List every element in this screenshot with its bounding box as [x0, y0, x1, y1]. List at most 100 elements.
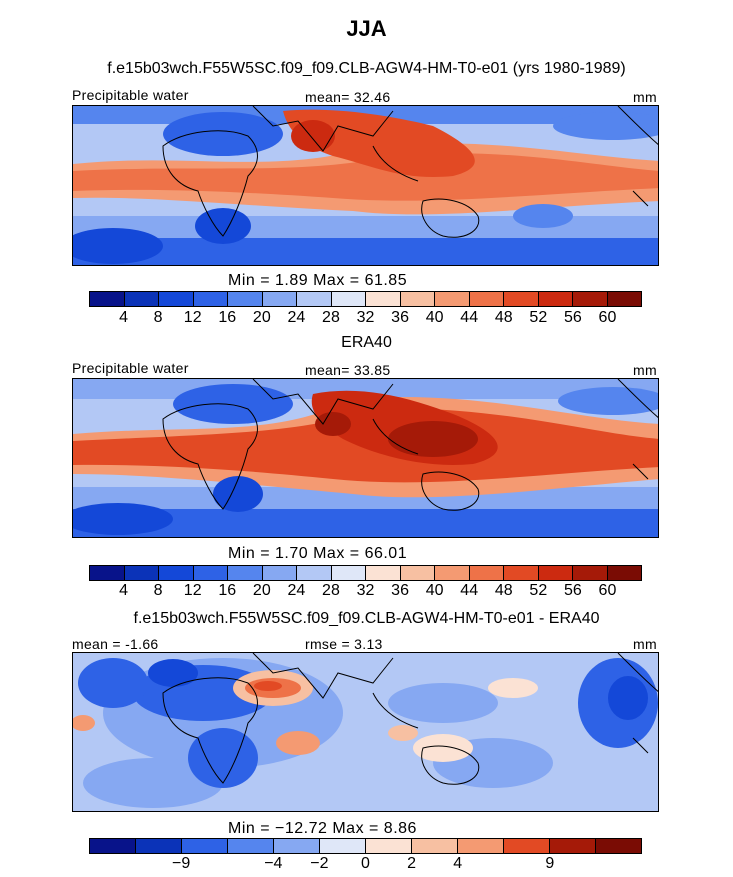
colorbar-swatch — [159, 292, 194, 306]
panel-1-variable-label: Precipitable water — [72, 87, 189, 103]
colorbar-tick-label: 36 — [391, 309, 409, 326]
colorbar-tick-label: 20 — [252, 309, 271, 326]
panel-2-australia-coastline — [372, 418, 480, 511]
panel-1-asia-coastline — [252, 106, 394, 152]
colorbar-tick-label: 52 — [529, 582, 548, 599]
panel-3-title: f.e15b03wch.F55W5SC.f09_f09.CLB-AGW4-HM-… — [133, 610, 600, 627]
colorbar-tick-label: 56 — [563, 309, 582, 326]
panel-3-units-label: mm — [633, 636, 657, 652]
colorbar-tick-label: 16 — [218, 582, 237, 599]
colorbar-swatch — [366, 566, 401, 580]
panel-3-colorbar — [89, 838, 642, 854]
panel-1-southern-africa-minimum — [195, 208, 251, 244]
panel-3-minmax: Min = −12.72 Max = 8.86 — [228, 820, 417, 837]
colorbar-swatch — [573, 566, 608, 580]
colorbar-swatch — [504, 566, 539, 580]
panel-2-variable-label: Precipitable water — [72, 360, 189, 376]
panel-2-southern-africa-minimum — [213, 476, 263, 512]
colorbar-swatch — [435, 292, 470, 306]
colorbar-swatch — [504, 292, 539, 306]
colorbar-swatch — [607, 566, 641, 580]
colorbar-swatch — [412, 839, 458, 853]
panel-3-rmse-label: rmse = 3.13 — [305, 636, 383, 652]
panel-3-australia-coastline — [372, 692, 480, 785]
panel-2-warm-pool-maximum — [388, 421, 478, 457]
colorbar-swatch — [274, 839, 320, 853]
colorbar-swatch — [538, 292, 573, 306]
colorbar-tick-label: 24 — [287, 582, 306, 599]
panel-2-map — [72, 378, 659, 538]
colorbar-tick-label: 2 — [407, 855, 417, 872]
panel-1-units-label: mm — [633, 89, 657, 105]
panel-3-africa-coastline — [162, 677, 258, 784]
colorbar-swatch — [320, 839, 366, 853]
colorbar-swatch — [596, 839, 641, 853]
colorbar-swatch — [228, 839, 274, 853]
colorbar-swatch — [136, 839, 182, 853]
panel-1-americas-coastline — [617, 106, 658, 207]
colorbar-swatch — [182, 839, 228, 853]
colorbar-swatch — [366, 292, 401, 306]
colorbar-swatch — [297, 292, 332, 306]
colorbar-tick-label: −4 — [264, 855, 283, 872]
colorbar-tick-label: 60 — [598, 309, 617, 326]
colorbar-tick-label: 40 — [425, 582, 444, 599]
colorbar-swatch — [262, 566, 297, 580]
panel-2-units-label: mm — [633, 362, 657, 378]
colorbar-swatch — [573, 292, 608, 306]
colorbar-tick-label: 44 — [460, 309, 479, 326]
panel-2-colorbar — [89, 565, 642, 581]
panel-2-americas-coastline — [617, 379, 658, 480]
colorbar-swatch — [90, 839, 136, 853]
colorbar-tick-label: 8 — [153, 582, 163, 599]
panel-3-asia-coastline — [252, 653, 394, 699]
colorbar-tick-label: 56 — [563, 582, 582, 599]
panel-3-arabia-positive-bias — [254, 681, 282, 691]
colorbar-tick-label: 24 — [287, 309, 306, 326]
colorbar-tick-label: 28 — [322, 309, 340, 326]
panel-2-title: ERA40 — [341, 334, 392, 351]
colorbar-swatch — [366, 839, 412, 853]
panel-2-mean-label: mean= 33.85 — [305, 362, 391, 378]
colorbar-tick-label: −2 — [310, 855, 329, 872]
colorbar-swatch — [607, 292, 641, 306]
colorbar-tick-label: 60 — [598, 582, 617, 599]
colorbar-tick-label: 12 — [183, 582, 202, 599]
panel-3-map — [72, 652, 659, 812]
colorbar-swatch — [228, 566, 263, 580]
panel-1-map — [72, 105, 659, 266]
panel-2-asia-coastline — [252, 379, 394, 425]
colorbar-swatch — [90, 292, 125, 306]
colorbar-tick-label: 40 — [425, 309, 444, 326]
colorbar-tick-label: 28 — [322, 582, 340, 599]
panel-1-minmax: Min = 1.89 Max = 61.85 — [228, 272, 408, 289]
panel-1-south-asia-maximum — [291, 120, 335, 152]
colorbar-swatch — [458, 839, 504, 853]
colorbar-swatch — [331, 292, 366, 306]
panel-1-colorbar-ticks: 4 8 12 16 20 24 28 32 36 40 44 48 52 56 60 — [89, 309, 642, 329]
panel-2-colorbar-ticks: 4 8 12 16 20 24 28 32 36 40 44 48 52 56 60 — [89, 582, 642, 602]
colorbar-tick-label: 0 — [361, 855, 370, 872]
colorbar-swatch — [297, 566, 332, 580]
colorbar-swatch — [124, 566, 159, 580]
colorbar-tick-label: 20 — [252, 582, 271, 599]
colorbar-tick-label: 9 — [545, 855, 555, 872]
colorbar-tick-label: 48 — [494, 309, 513, 326]
main-title: JJA — [346, 16, 387, 41]
panel-3-mean-label: mean = -1.66 — [72, 636, 159, 652]
colorbar-swatch — [504, 839, 550, 853]
colorbar-swatch — [400, 292, 435, 306]
colorbar-swatch — [193, 292, 228, 306]
panel-1-colorbar — [89, 291, 642, 307]
colorbar-tick-label: 4 — [119, 582, 129, 599]
colorbar-swatch — [228, 292, 263, 306]
panel-1-title: f.e15b03wch.F55W5SC.f09_f09.CLB-AGW4-HM-… — [107, 60, 626, 77]
colorbar-tick-label: 4 — [453, 855, 463, 872]
panel-1-mean-label: mean= 32.46 — [305, 89, 391, 105]
panel-3-americas-coastline — [617, 653, 658, 754]
colorbar-swatch — [400, 566, 435, 580]
panel-2-africa-coastline — [162, 403, 258, 510]
colorbar-tick-label: 16 — [218, 309, 237, 326]
colorbar-swatch — [469, 566, 504, 580]
panel-1-australia-coastline — [372, 145, 480, 238]
